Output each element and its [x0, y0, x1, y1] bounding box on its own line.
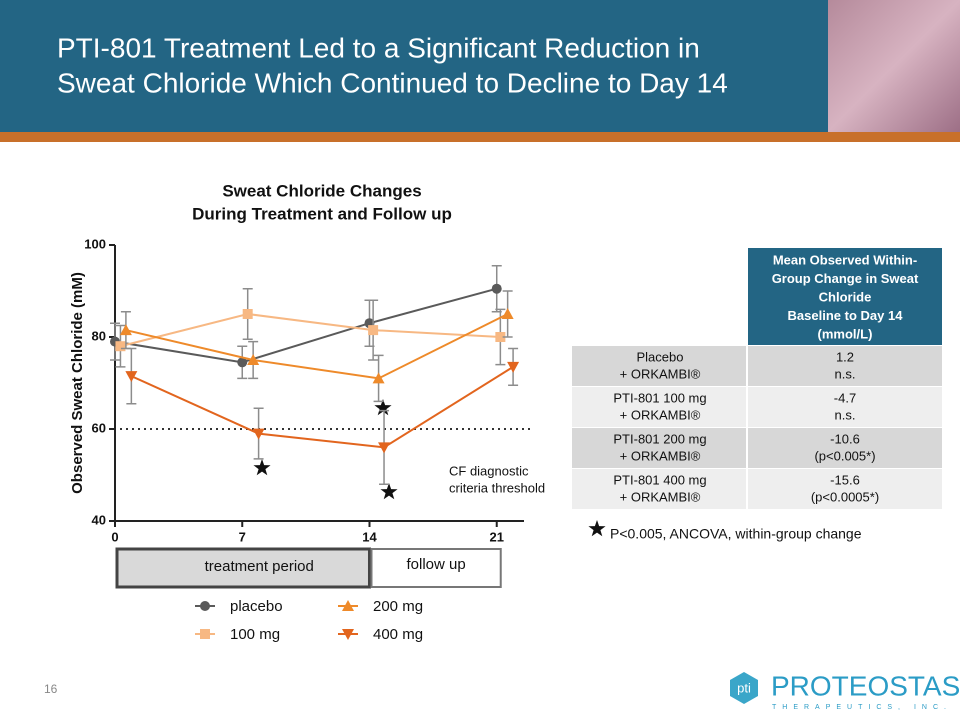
legend-label: placebo [230, 598, 283, 615]
header-image [828, 0, 960, 132]
table-cell-text: -4.7 [834, 390, 856, 405]
table-cell-text: PTI-801 200 mg [613, 431, 706, 446]
point [125, 371, 138, 383]
series-line [130, 366, 514, 449]
logo-tagline: THERAPEUTICS, INC. [772, 704, 952, 711]
table-cell [748, 346, 942, 386]
table-cell-text: -15.6 [830, 472, 860, 487]
period-label: follow up [407, 556, 466, 573]
table-cell-text: + ORKAMBI® [620, 448, 701, 463]
table-cell-text: + ORKAMBI® [620, 366, 701, 381]
table-cell [748, 428, 942, 468]
significance-star [380, 483, 398, 500]
point [247, 354, 260, 365]
point [115, 341, 126, 352]
x-tick-label: 14 [362, 529, 377, 544]
point [501, 308, 514, 319]
table-cell [748, 469, 942, 509]
table-header-text: Chloride [819, 289, 872, 304]
logo-name: PROTEOSTASIS [771, 670, 960, 701]
point [491, 283, 502, 294]
chart-title: Sweat Chloride Changes [222, 181, 421, 200]
table-cell-text: (p<0.0005*) [811, 489, 879, 504]
significance-star [253, 459, 271, 476]
y-tick-label: 60 [92, 420, 106, 435]
x-tick-label: 21 [489, 529, 503, 544]
point [237, 357, 248, 368]
slide-title: PTI-801 Treatment Led to a Significant R… [57, 32, 700, 63]
footnote: P<0.005, ANCOVA, within-group change [610, 526, 862, 542]
chart-title: During Treatment and Follow up [192, 204, 452, 223]
table-cell-text: PTI-801 100 mg [613, 390, 706, 405]
table-cell [572, 428, 746, 468]
threshold-label: criteria threshold [449, 480, 545, 495]
slide-title: Sweat Chloride Which Continued to Declin… [57, 67, 728, 98]
header-stripe [0, 132, 960, 142]
table-cell-text: n.s. [835, 407, 856, 422]
series-line [114, 287, 497, 364]
legend-marker [200, 601, 210, 611]
point [242, 309, 253, 319]
point [368, 325, 379, 336]
table-cell-text: + ORKAMBI® [620, 407, 701, 422]
point [507, 361, 520, 373]
table-header [748, 248, 942, 345]
threshold-label: CF diagnostic [449, 463, 529, 478]
legend-marker [200, 629, 210, 639]
table-cell-text: PTI-801 400 mg [613, 472, 706, 487]
table-cell-text: 1.2 [836, 349, 854, 364]
table-header-text: Mean Observed Within- [773, 252, 917, 267]
logo-mark [730, 672, 758, 704]
legend-marker [342, 629, 354, 640]
legend-label: 400 mg [373, 626, 423, 643]
x-tick-label: 0 [111, 529, 118, 544]
period-box [370, 548, 502, 588]
y-tick-label: 40 [92, 512, 106, 527]
table-cell-text: -10.6 [830, 431, 860, 446]
table-cell [572, 387, 746, 427]
footnote-star [588, 520, 606, 537]
x-tick-label: 7 [239, 529, 246, 544]
series-line [120, 312, 501, 348]
table-cell [572, 469, 746, 509]
table-header-text: Group Change in Sweat [772, 271, 919, 286]
table-header-text: (mmol/L) [818, 326, 873, 341]
point [372, 372, 385, 384]
table-cell-text: (p<0.005*) [814, 448, 875, 463]
period-box [115, 547, 371, 589]
table-cell [572, 346, 746, 386]
legend-label: 200 mg [373, 598, 423, 615]
page-number: 16 [44, 682, 58, 696]
table-cell [748, 387, 942, 427]
period-label: treatment period [205, 558, 314, 575]
table-cell-text: Placebo [637, 349, 684, 364]
table-cell-text: n.s. [835, 366, 856, 381]
y-axis-title: Observed Sweat Chloride (mM) [69, 272, 86, 494]
legend-marker [342, 600, 354, 611]
y-tick-label: 80 [92, 328, 106, 343]
series-line [125, 313, 509, 380]
logo-mark-text: pti [737, 680, 751, 695]
point [495, 332, 506, 342]
table-cell-text: + ORKAMBI® [620, 489, 701, 504]
point [119, 324, 132, 336]
table-header-text: Baseline to Day 14 [788, 308, 904, 323]
y-tick-label: 100 [84, 236, 106, 251]
point [378, 442, 391, 454]
legend-label: 100 mg [230, 626, 280, 643]
header-band [0, 0, 960, 132]
point [252, 428, 265, 440]
